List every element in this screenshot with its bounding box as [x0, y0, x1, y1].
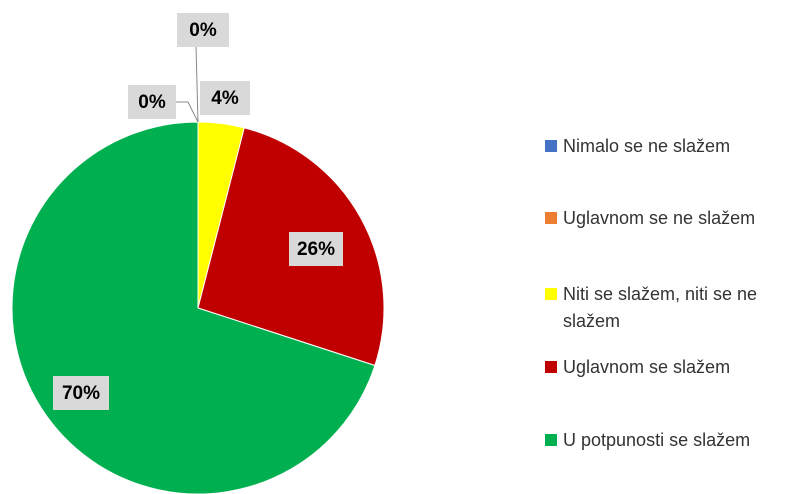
- legend-item: Uglavnom se slažem: [545, 354, 796, 381]
- legend-swatch: [545, 288, 557, 300]
- legend-label: U potpunosti se slažem: [563, 430, 751, 450]
- data-label: 0%: [189, 20, 217, 41]
- legend-item: Niti se slažem, niti se ne slažem: [545, 281, 796, 335]
- pie-area: 0% 0% 4% 26% 70%: [11, 13, 385, 494]
- label-box: [200, 81, 250, 115]
- legend-label: Niti se slažem, niti se ne slažem: [563, 284, 758, 331]
- legend-item: U potpunosti se slažem: [545, 427, 796, 454]
- legend-swatch: [545, 212, 557, 224]
- label-box: [128, 85, 176, 119]
- leader-line: [175, 101, 199, 123]
- legend-label: Uglavnom se ne slažem: [563, 208, 756, 228]
- data-label: 70%: [62, 383, 100, 404]
- legend-swatch: [545, 361, 557, 373]
- legend-item: Nimalo se ne slažem: [545, 133, 796, 160]
- leader-line: [195, 45, 199, 123]
- label-box: [53, 376, 109, 410]
- legend-label: Uglavnom se slažem: [563, 357, 731, 377]
- legend-label: Nimalo se ne slažem: [563, 136, 731, 156]
- data-label: 26%: [297, 239, 335, 260]
- legend-swatch: [545, 434, 557, 446]
- data-label: 4%: [211, 88, 239, 109]
- legend-swatch: [545, 140, 557, 152]
- legend-item: Uglavnom se ne slažem: [545, 205, 796, 232]
- label-box: [289, 232, 343, 266]
- data-label: 0%: [138, 92, 166, 113]
- label-box: [177, 13, 229, 47]
